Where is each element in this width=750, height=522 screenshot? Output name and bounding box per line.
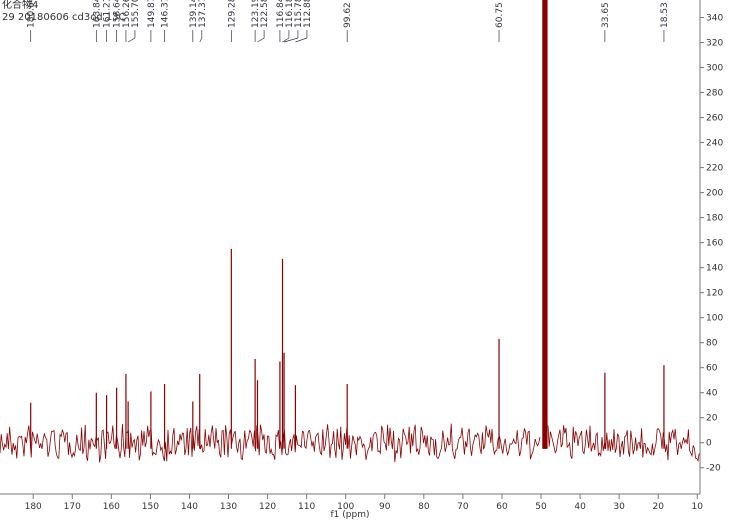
x-tick-label: 180	[25, 502, 42, 512]
peak-label: 115.78	[294, 0, 304, 28]
x-tick-label: 140	[181, 502, 198, 512]
peak-label: 33.65	[601, 2, 611, 28]
y-tick-label: 160	[706, 239, 723, 249]
y-tick-label: 280	[706, 89, 723, 99]
label-connector	[282, 37, 290, 43]
y-tick-label: 200	[706, 189, 723, 199]
peak-label: 139.14	[189, 0, 199, 28]
peak-label: 123.19	[251, 0, 261, 28]
peak-label: 122.58	[260, 0, 270, 28]
y-tick-label: 120	[706, 289, 723, 299]
y-tick-label: 0	[706, 439, 712, 449]
x-tick-label: 90	[379, 502, 391, 512]
x-tick-label: 170	[64, 502, 81, 512]
chart-subtitle: 29 20180606 cd3od 13C	[2, 12, 126, 23]
spectrum	[0, 0, 700, 463]
x-tick-label: 80	[418, 502, 430, 512]
x-tick-label: 20	[652, 502, 664, 512]
peak-label: 60.75	[495, 2, 505, 28]
x-axis-label: f1 (ppm)	[331, 510, 370, 520]
label-connector	[199, 37, 203, 43]
y-tick-label: -20	[706, 464, 721, 474]
x-tick-label: 40	[574, 502, 586, 512]
peak-label: 163.84	[92, 0, 102, 28]
peak-label: 129.28	[227, 0, 237, 28]
peak-label: 180.64	[27, 0, 37, 28]
x-tick-label: 30	[613, 502, 625, 512]
peak-label: 18.53	[660, 2, 670, 28]
peak-label: 137.37	[198, 0, 208, 28]
y-tick-label: 300	[706, 64, 723, 74]
label-connector	[127, 37, 136, 43]
peak-label: 112.88	[303, 0, 313, 28]
label-connector	[283, 37, 299, 43]
y-tick-label: 40	[706, 389, 718, 399]
baseline-noise	[0, 423, 700, 463]
x-tick-label: 150	[142, 502, 159, 512]
x-tick-label: 70	[457, 502, 469, 512]
peak-label: 99.62	[343, 2, 353, 28]
chart-title: 化合物4	[2, 0, 38, 11]
y-tick-label: 320	[706, 39, 723, 49]
y-tick-label: 100	[706, 314, 723, 324]
y-tick-label: 260	[706, 114, 723, 124]
peak-label: 156.26	[122, 0, 132, 28]
x-tick-label: 60	[496, 502, 508, 512]
x-tick-label: 10	[692, 502, 704, 512]
peak-label: 149.87	[147, 0, 157, 28]
y-tick-label: 60	[706, 364, 718, 374]
peak-label: 116.84	[276, 0, 286, 28]
y-tick-label: 80	[706, 339, 718, 349]
x-tick-label: 120	[259, 502, 276, 512]
x-tick-label: 50	[535, 502, 547, 512]
y-tick-label: 220	[706, 164, 723, 174]
x-tick-label: 130	[220, 502, 237, 512]
peak-label: 158.64	[113, 0, 123, 28]
x-tick-label: 110	[298, 502, 315, 512]
x-tick-label: 100	[337, 502, 354, 512]
peak-label: 155.70	[131, 0, 141, 28]
peak-label: 116.18	[285, 0, 295, 28]
y-tick-label: 340	[706, 14, 723, 24]
y-tick-label: 240	[706, 139, 723, 149]
y-tick-label: 20	[706, 414, 718, 424]
label-connector	[295, 37, 308, 43]
label-connector	[257, 37, 265, 43]
peak-label: 161.21	[103, 0, 113, 28]
x-tick-label: 160	[103, 502, 120, 512]
y-tick-label: 140	[706, 264, 723, 274]
peak-label: 146.37	[161, 0, 171, 28]
y-tick-label: 180	[706, 214, 723, 224]
